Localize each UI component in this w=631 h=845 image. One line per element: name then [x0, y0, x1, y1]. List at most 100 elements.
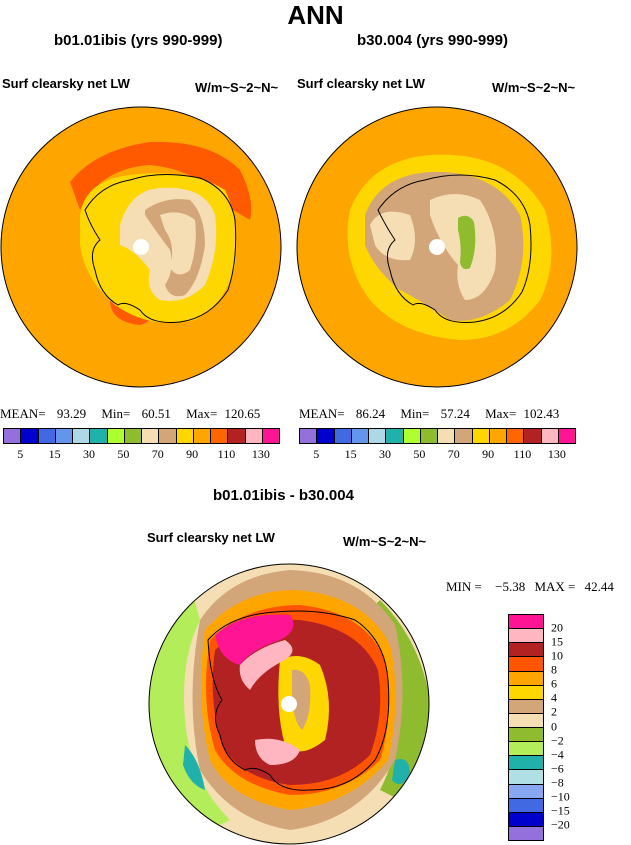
min-label: MIN = [446, 579, 482, 594]
page-title: ANN [287, 0, 344, 30]
colorbar-swatch [489, 429, 507, 443]
colorbar-tick-label: 15 [344, 447, 357, 461]
colorbar-swatch [509, 699, 543, 714]
diff-panel-title: b01.01ibis - b30.004 [213, 487, 354, 504]
colorbar-swatch [55, 429, 73, 443]
colorbar-swatch [509, 685, 543, 700]
mean-value: 93.29 [56, 406, 87, 421]
colorbar-swatch [124, 429, 142, 443]
yellow-ring [347, 154, 552, 340]
colorbar-swatch [21, 429, 39, 443]
colorbar-swatch [107, 429, 125, 443]
colorbar-tick-label: −6 [551, 761, 564, 776]
yellow-center [278, 656, 329, 752]
teal-spot-west [183, 745, 205, 790]
coastline [377, 174, 532, 323]
diff-variable-label: Surf clearsky net LW [147, 530, 275, 545]
colorbar-swatch [193, 429, 211, 443]
right-units-label: W/m~S~2~N~ [492, 80, 576, 95]
colorbar-swatch [509, 629, 543, 644]
colorbar-tick-label: 90 [482, 447, 495, 461]
left-colorbar [3, 428, 280, 444]
colorbar-tick-label: 15 [551, 634, 563, 649]
orange-ring [201, 590, 396, 810]
colorbar-tick-label: 20 [551, 620, 563, 635]
colorbar-swatch [351, 429, 369, 443]
max-value: 42.44 [584, 579, 614, 594]
diff-units-label: W/m~S~2~N~ [343, 534, 427, 549]
mean-label: MEAN= [299, 406, 345, 421]
colorbar-swatch [386, 429, 404, 443]
teal-spot-east [392, 759, 410, 784]
colorbar-tick-label: 50 [413, 447, 426, 461]
colorbar-tick-label: 2 [551, 704, 557, 719]
colorbar-swatch [300, 429, 318, 443]
colorbar-swatch [509, 643, 543, 658]
plateau-tan [120, 187, 217, 301]
right-stats: MEAN= 86.24 Min= 57.24 Max= 102.43 [299, 406, 559, 422]
colorbar-tick-label: 70 [447, 447, 460, 461]
colorbar-tick-label: 110 [513, 447, 532, 461]
colorbar-tick-label: −20 [551, 817, 570, 832]
colorbar-tick-label: 110 [217, 447, 236, 461]
colorbar-swatch [228, 429, 246, 443]
colorbar-swatch [334, 429, 352, 443]
colorbar-swatch [455, 429, 473, 443]
colorbar-swatch [420, 429, 438, 443]
tan-ring [192, 570, 403, 830]
diff-colorbar [508, 614, 544, 841]
max-value: 102.43 [523, 406, 560, 421]
colorbar-tick-label: −4 [551, 747, 564, 762]
tan-center [292, 669, 311, 730]
colorbar-swatch [509, 798, 543, 813]
right-variable-label: Surf clearsky net LW [297, 76, 425, 91]
colorbar-swatch [509, 742, 543, 757]
colorbar-swatch [472, 429, 490, 443]
colorbar-swatch [509, 784, 543, 799]
colorbar-tick-label: 130 [547, 447, 566, 461]
colorbar-tick-label: −2 [551, 733, 564, 748]
mean-label: MEAN= [0, 406, 46, 421]
colorbar-swatch [142, 429, 160, 443]
brown-interior [365, 171, 524, 321]
colorbar-swatch [509, 770, 543, 785]
colorbar-tick-label: 10 [551, 648, 563, 663]
colorbar-swatch [558, 429, 575, 443]
mean-value: 86.24 [355, 406, 386, 421]
colorbar-tick-label: 5 [313, 447, 320, 461]
south-pole-marker [429, 239, 445, 255]
colorbar-swatch [509, 826, 543, 840]
south-pole-marker [133, 239, 149, 255]
colorbar-tick-label: 130 [251, 447, 270, 461]
max-label: Max= [186, 406, 218, 421]
right-colorbar [299, 428, 576, 444]
colorbar-tick-label: 90 [186, 447, 199, 461]
colorbar-swatch [317, 429, 335, 443]
colorbar-tick-label: −8 [551, 775, 564, 790]
tan-west [370, 211, 415, 261]
colorbar-swatch [509, 756, 543, 771]
plateau-center [160, 212, 196, 275]
colorbar-tick-label: 0 [551, 719, 557, 733]
colorbar-swatch [507, 429, 525, 443]
left-variable-label: Surf clearsky net LW [2, 76, 130, 91]
colorbar-swatch [245, 429, 263, 443]
max-label: MAX = [534, 579, 576, 594]
left-panel-title: b01.01ibis (yrs 990-999) [54, 32, 223, 49]
colorbar-swatch [509, 728, 543, 743]
colorbar-tick-label: 15 [48, 447, 61, 461]
min-value: 57.24 [440, 406, 470, 421]
high-yellow [80, 173, 237, 323]
colorbar-swatch [159, 429, 177, 443]
colorbar-tick-label: 30 [82, 447, 95, 461]
colorbar-swatch [509, 713, 543, 728]
colorbar-swatch [403, 429, 421, 443]
ocean-fill [297, 107, 577, 387]
green-east [370, 600, 429, 800]
colorbar-swatch [211, 429, 229, 443]
colorbar-swatch [509, 657, 543, 672]
right-panel-title: b30.004 (yrs 990-999) [357, 32, 508, 49]
colorbar-swatch [438, 429, 456, 443]
warm-band-south [110, 295, 154, 325]
colorbar-tick-label: 4 [551, 690, 557, 705]
